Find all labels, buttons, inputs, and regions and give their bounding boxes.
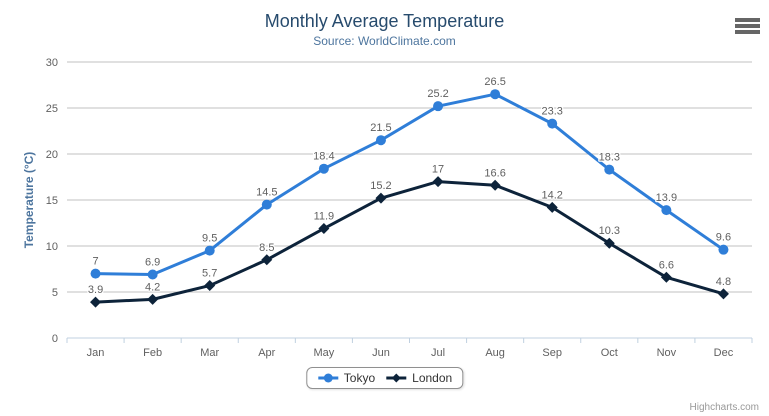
london-data-label: 16.6 bbox=[484, 167, 505, 179]
tokyo-data-point-marker[interactable] bbox=[547, 118, 558, 129]
london-data-label: 5.7 bbox=[202, 268, 217, 280]
x-axis-label: Aug bbox=[485, 347, 505, 359]
legend-label-london: London bbox=[412, 371, 453, 385]
tokyo-data-label: 18.3 bbox=[599, 152, 620, 164]
london-series-line bbox=[94, 180, 725, 304]
x-axis-label: Jan bbox=[87, 347, 105, 359]
london-data-point-marker[interactable] bbox=[147, 293, 159, 305]
chart-subtitle: Source: WorldClimate.com bbox=[313, 34, 456, 48]
tokyo-data-label: 9.6 bbox=[716, 232, 731, 244]
tokyo-data-label: 14.5 bbox=[256, 187, 277, 199]
x-axis-label: Oct bbox=[601, 347, 618, 359]
london-data-label: 4.8 bbox=[716, 276, 731, 288]
tokyo-data-label: 25.2 bbox=[427, 88, 448, 100]
y-axis-label: 10 bbox=[46, 241, 58, 253]
legend-label-tokyo: Tokyo bbox=[343, 371, 376, 385]
london-data-point-marker[interactable] bbox=[717, 288, 729, 300]
london-data-point-marker[interactable] bbox=[489, 179, 501, 191]
x-axis-label: May bbox=[313, 347, 334, 359]
credits-link[interactable]: Highcharts.com bbox=[689, 402, 759, 413]
tokyo-data-point-marker[interactable] bbox=[661, 205, 672, 216]
x-axis-label: Mar bbox=[200, 347, 219, 359]
tokyo-series-symbol bbox=[317, 373, 338, 383]
y-axis-label: 30 bbox=[46, 57, 58, 69]
x-axis-label: Nov bbox=[657, 347, 677, 359]
tokyo-data-label: 23.3 bbox=[541, 106, 562, 118]
legend: Tokyo London bbox=[305, 367, 464, 389]
tokyo-data-point-marker[interactable] bbox=[490, 89, 501, 100]
x-axis-label: Apr bbox=[258, 347, 275, 359]
tokyo-data-label: 13.9 bbox=[656, 192, 677, 204]
tokyo-data-label: 6.9 bbox=[145, 257, 160, 269]
london-series-symbol bbox=[386, 373, 407, 383]
tokyo-data-point-marker[interactable] bbox=[204, 245, 215, 256]
y-axis-label: 5 bbox=[52, 287, 58, 299]
tokyo-data-point-marker[interactable] bbox=[718, 244, 729, 255]
tokyo-data-label: 7 bbox=[92, 256, 98, 268]
london-data-point-marker[interactable] bbox=[432, 176, 444, 188]
london-data-point-marker[interactable] bbox=[375, 192, 387, 204]
tokyo-series-line bbox=[94, 92, 725, 277]
london-data-point-marker[interactable] bbox=[90, 296, 102, 308]
y-axis-label: 0 bbox=[52, 333, 58, 345]
legend-item-tokyo[interactable]: Tokyo bbox=[317, 371, 375, 385]
london-data-label: 14.2 bbox=[541, 189, 562, 201]
x-axis-label: Jun bbox=[372, 347, 390, 359]
y-axis-label: 25 bbox=[46, 103, 58, 115]
hamburger-icon bbox=[735, 30, 760, 34]
hamburger-icon bbox=[735, 18, 760, 22]
london-data-label: 10.3 bbox=[599, 225, 620, 237]
tokyo-data-point-marker[interactable] bbox=[433, 101, 444, 112]
y-axis-label: 20 bbox=[46, 149, 58, 161]
x-axis-label: Dec bbox=[714, 347, 734, 359]
tokyo-data-point-marker[interactable] bbox=[375, 135, 386, 146]
london-data-label: 4.2 bbox=[145, 281, 160, 293]
tokyo-data-point-marker[interactable] bbox=[604, 164, 615, 175]
tokyo-data-label: 21.5 bbox=[370, 122, 391, 134]
tokyo-data-label: 18.4 bbox=[313, 151, 334, 163]
london-data-label: 11.9 bbox=[314, 211, 335, 223]
london-data-point-marker[interactable] bbox=[318, 223, 330, 235]
london-data-label: 3.9 bbox=[88, 284, 103, 296]
london-data-point-marker[interactable] bbox=[261, 254, 273, 266]
tokyo-data-label: 26.5 bbox=[484, 76, 505, 88]
context-menu-button[interactable] bbox=[735, 18, 760, 34]
hamburger-icon bbox=[735, 24, 760, 28]
london-data-label: 6.6 bbox=[659, 259, 674, 271]
legend-item-london[interactable]: London bbox=[385, 371, 452, 385]
london-data-label: 8.5 bbox=[259, 242, 274, 254]
chart-title: Monthly Average Temperature bbox=[264, 11, 505, 31]
tokyo-data-point-marker[interactable] bbox=[90, 268, 101, 279]
y-axis-label: 15 bbox=[46, 195, 58, 207]
london-data-point-marker[interactable] bbox=[603, 237, 615, 249]
x-axis-label: Jul bbox=[431, 347, 445, 359]
london-data-point-marker[interactable] bbox=[204, 280, 216, 292]
london-data-label: 15.2 bbox=[370, 180, 391, 192]
london-data-point-marker[interactable] bbox=[660, 271, 672, 283]
tokyo-data-label: 9.5 bbox=[202, 233, 217, 245]
x-axis-label: Sep bbox=[542, 347, 562, 359]
tokyo-data-point-marker[interactable] bbox=[261, 199, 272, 210]
tokyo-data-point-marker[interactable] bbox=[147, 269, 158, 280]
london-data-label: 17 bbox=[432, 164, 444, 176]
london-data-point-marker[interactable] bbox=[546, 201, 558, 213]
x-axis-label: Feb bbox=[143, 347, 162, 359]
tokyo-data-point-marker[interactable] bbox=[318, 163, 329, 174]
